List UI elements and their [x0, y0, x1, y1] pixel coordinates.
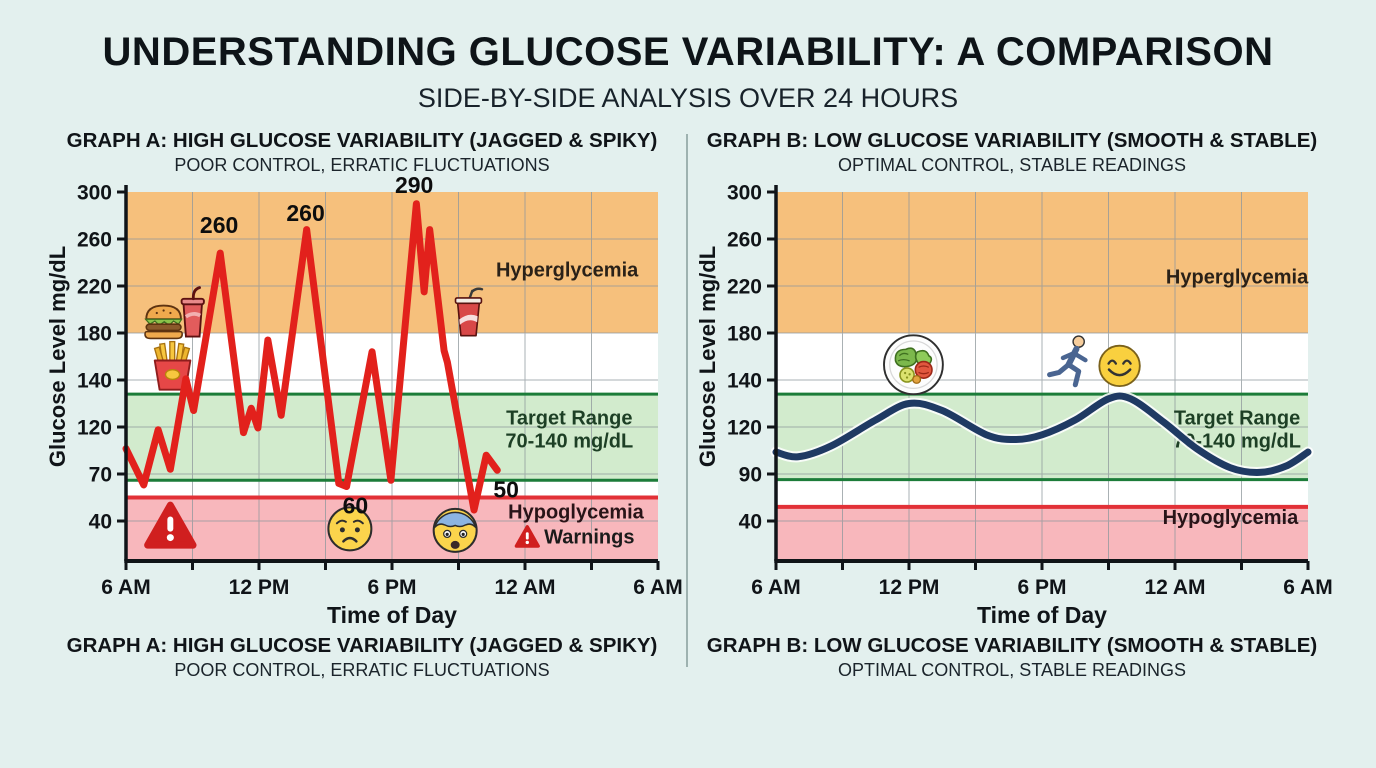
x-tick-label: 12 PM [879, 576, 940, 599]
value-label: 50 [493, 477, 519, 503]
pictogram-icons [883, 334, 1141, 396]
x-tick-labels: 6 AM 12 PM 6 PM 12 AM 6 AM [101, 576, 682, 599]
x-axis-title: Time of Day [977, 602, 1107, 628]
y-tick-labels: 300 260 220 180 140 120 90 40 [727, 182, 762, 534]
y-tick-label: 90 [739, 464, 762, 487]
graph-a-header: GRAPH A: HIGH GLUCOSE VARIABILITY (JAGGE… [38, 128, 686, 176]
x-tick-label: 12 AM [1144, 576, 1205, 599]
x-tick-labels: 6 AM 12 PM 6 PM 12 AM 6 AM [751, 576, 1332, 599]
zone-label: Target Range [506, 408, 632, 430]
zone-label: Hypoglycemia [508, 502, 644, 524]
x-tick-label: 6 AM [633, 576, 682, 599]
soda-cup-icon [454, 287, 484, 337]
y-tick-label: 40 [89, 511, 112, 534]
y-tick-label: 180 [727, 323, 762, 346]
zone-label: Warnings [544, 527, 634, 549]
axes [117, 185, 660, 571]
x-tick-label: 6 PM [367, 576, 416, 599]
value-annotations: 260 260 290 60 50 [200, 176, 519, 518]
zone-label: Hypoglycemia [1163, 507, 1299, 529]
graph-a-heading: GRAPH A: HIGH GLUCOSE VARIABILITY (JAGGE… [66, 129, 658, 152]
y-tick-label: 220 [77, 276, 112, 299]
fries-icon [153, 341, 192, 391]
y-tick-label: 70 [89, 464, 112, 487]
zone-label: Hyperglycemia [496, 260, 639, 282]
x-tick-label: 12 AM [494, 576, 555, 599]
y-axis-title: Glucose Level mg/dL [45, 246, 70, 467]
page-title: UNDERSTANDING GLUCOSE VARIABILITY: A COM… [102, 30, 1274, 74]
y-tick-label: 140 [77, 370, 112, 393]
x-axis-title: Time of Day [327, 602, 457, 628]
graph-a-subcaption: POOR CONTROL, ERRATIC FLUCTUATIONS [174, 659, 550, 680]
x-tick-label: 6 AM [751, 576, 800, 599]
pictogram-icons [144, 286, 484, 554]
x-tick-label: 6 AM [101, 576, 150, 599]
panel-divider [686, 134, 688, 668]
y-tick-label: 120 [77, 417, 112, 440]
y-tick-label: 260 [727, 229, 762, 252]
zone-label: 70-140 mg/dL [1173, 431, 1301, 453]
y-tick-label: 140 [727, 370, 762, 393]
value-label: 290 [395, 176, 433, 198]
x-tick-label: 12 PM [229, 576, 290, 599]
zone-label: Hyperglycemia [1166, 267, 1309, 289]
salad-plate-icon [883, 334, 944, 396]
x-tick-label: 6 AM [1283, 576, 1332, 599]
y-tick-label: 300 [77, 182, 112, 205]
value-label: 60 [343, 492, 369, 518]
zone-label: 70-140 mg/dL [505, 431, 633, 453]
runner-icon [1047, 335, 1088, 388]
series-line-graph-b [772, 392, 1312, 477]
graph-a-caption: GRAPH A: HIGH GLUCOSE VARIABILITY (JAGGE… [66, 634, 658, 658]
graph-b-panel: GRAPH B: LOW GLUCOSE VARIABILITY (SMOOTH… [688, 128, 1336, 681]
warning-triangle-icon [144, 501, 197, 549]
y-tick-labels: 300 260 220 180 140 120 70 40 [77, 182, 112, 534]
gridlines [776, 192, 1308, 562]
axes [767, 185, 1310, 571]
y-axis-title: Glucose Level mg/dL [695, 246, 720, 467]
graph-b-heading: GRAPH B: LOW GLUCOSE VARIABILITY (SMOOTH… [706, 129, 1318, 152]
graph-b-caption: GRAPH B: LOW GLUCOSE VARIABILITY (SMOOTH… [706, 634, 1318, 658]
charts-row: GRAPH A: HIGH GLUCOSE VARIABILITY (JAGGE… [0, 128, 1376, 681]
burger-drink-icon [144, 286, 205, 340]
y-tick-label: 220 [727, 276, 762, 299]
graph-b-subheading: OPTIMAL CONTROL, STABLE READINGS [837, 154, 1187, 175]
y-tick-label: 180 [77, 323, 112, 346]
y-tick-label: 120 [727, 417, 762, 440]
worried-face-icon [327, 506, 373, 552]
page-subtitle: SIDE-BY-SIDE ANALYSIS OVER 24 HOURS [417, 83, 959, 113]
x-tick-label: 6 PM [1017, 576, 1066, 599]
y-tick-label: 300 [727, 182, 762, 205]
fearful-face-icon [432, 508, 478, 554]
graph-b-footer: GRAPH B: LOW GLUCOSE VARIABILITY (SMOOTH… [688, 633, 1336, 681]
graph-a-panel: GRAPH A: HIGH GLUCOSE VARIABILITY (JAGGE… [38, 128, 686, 681]
graph-a-footer: GRAPH A: HIGH GLUCOSE VARIABILITY (JAGGE… [38, 633, 686, 681]
warning-triangle-icon [514, 525, 540, 548]
series-line-graph-a [122, 200, 501, 514]
y-tick-label: 260 [77, 229, 112, 252]
smiley-face-icon [1098, 344, 1141, 388]
graph-a-subheading: POOR CONTROL, ERRATIC FLUCTUATIONS [174, 154, 550, 175]
y-tick-label: 40 [739, 511, 762, 534]
zone-boundary-lines [776, 392, 1308, 510]
value-label: 260 [286, 200, 324, 226]
graph-b-header: GRAPH B: LOW GLUCOSE VARIABILITY (SMOOTH… [688, 128, 1336, 176]
graph-b-subcaption: OPTIMAL CONTROL, STABLE READINGS [837, 659, 1187, 680]
value-label: 260 [200, 212, 238, 238]
zone-label: Target Range [1174, 408, 1300, 430]
